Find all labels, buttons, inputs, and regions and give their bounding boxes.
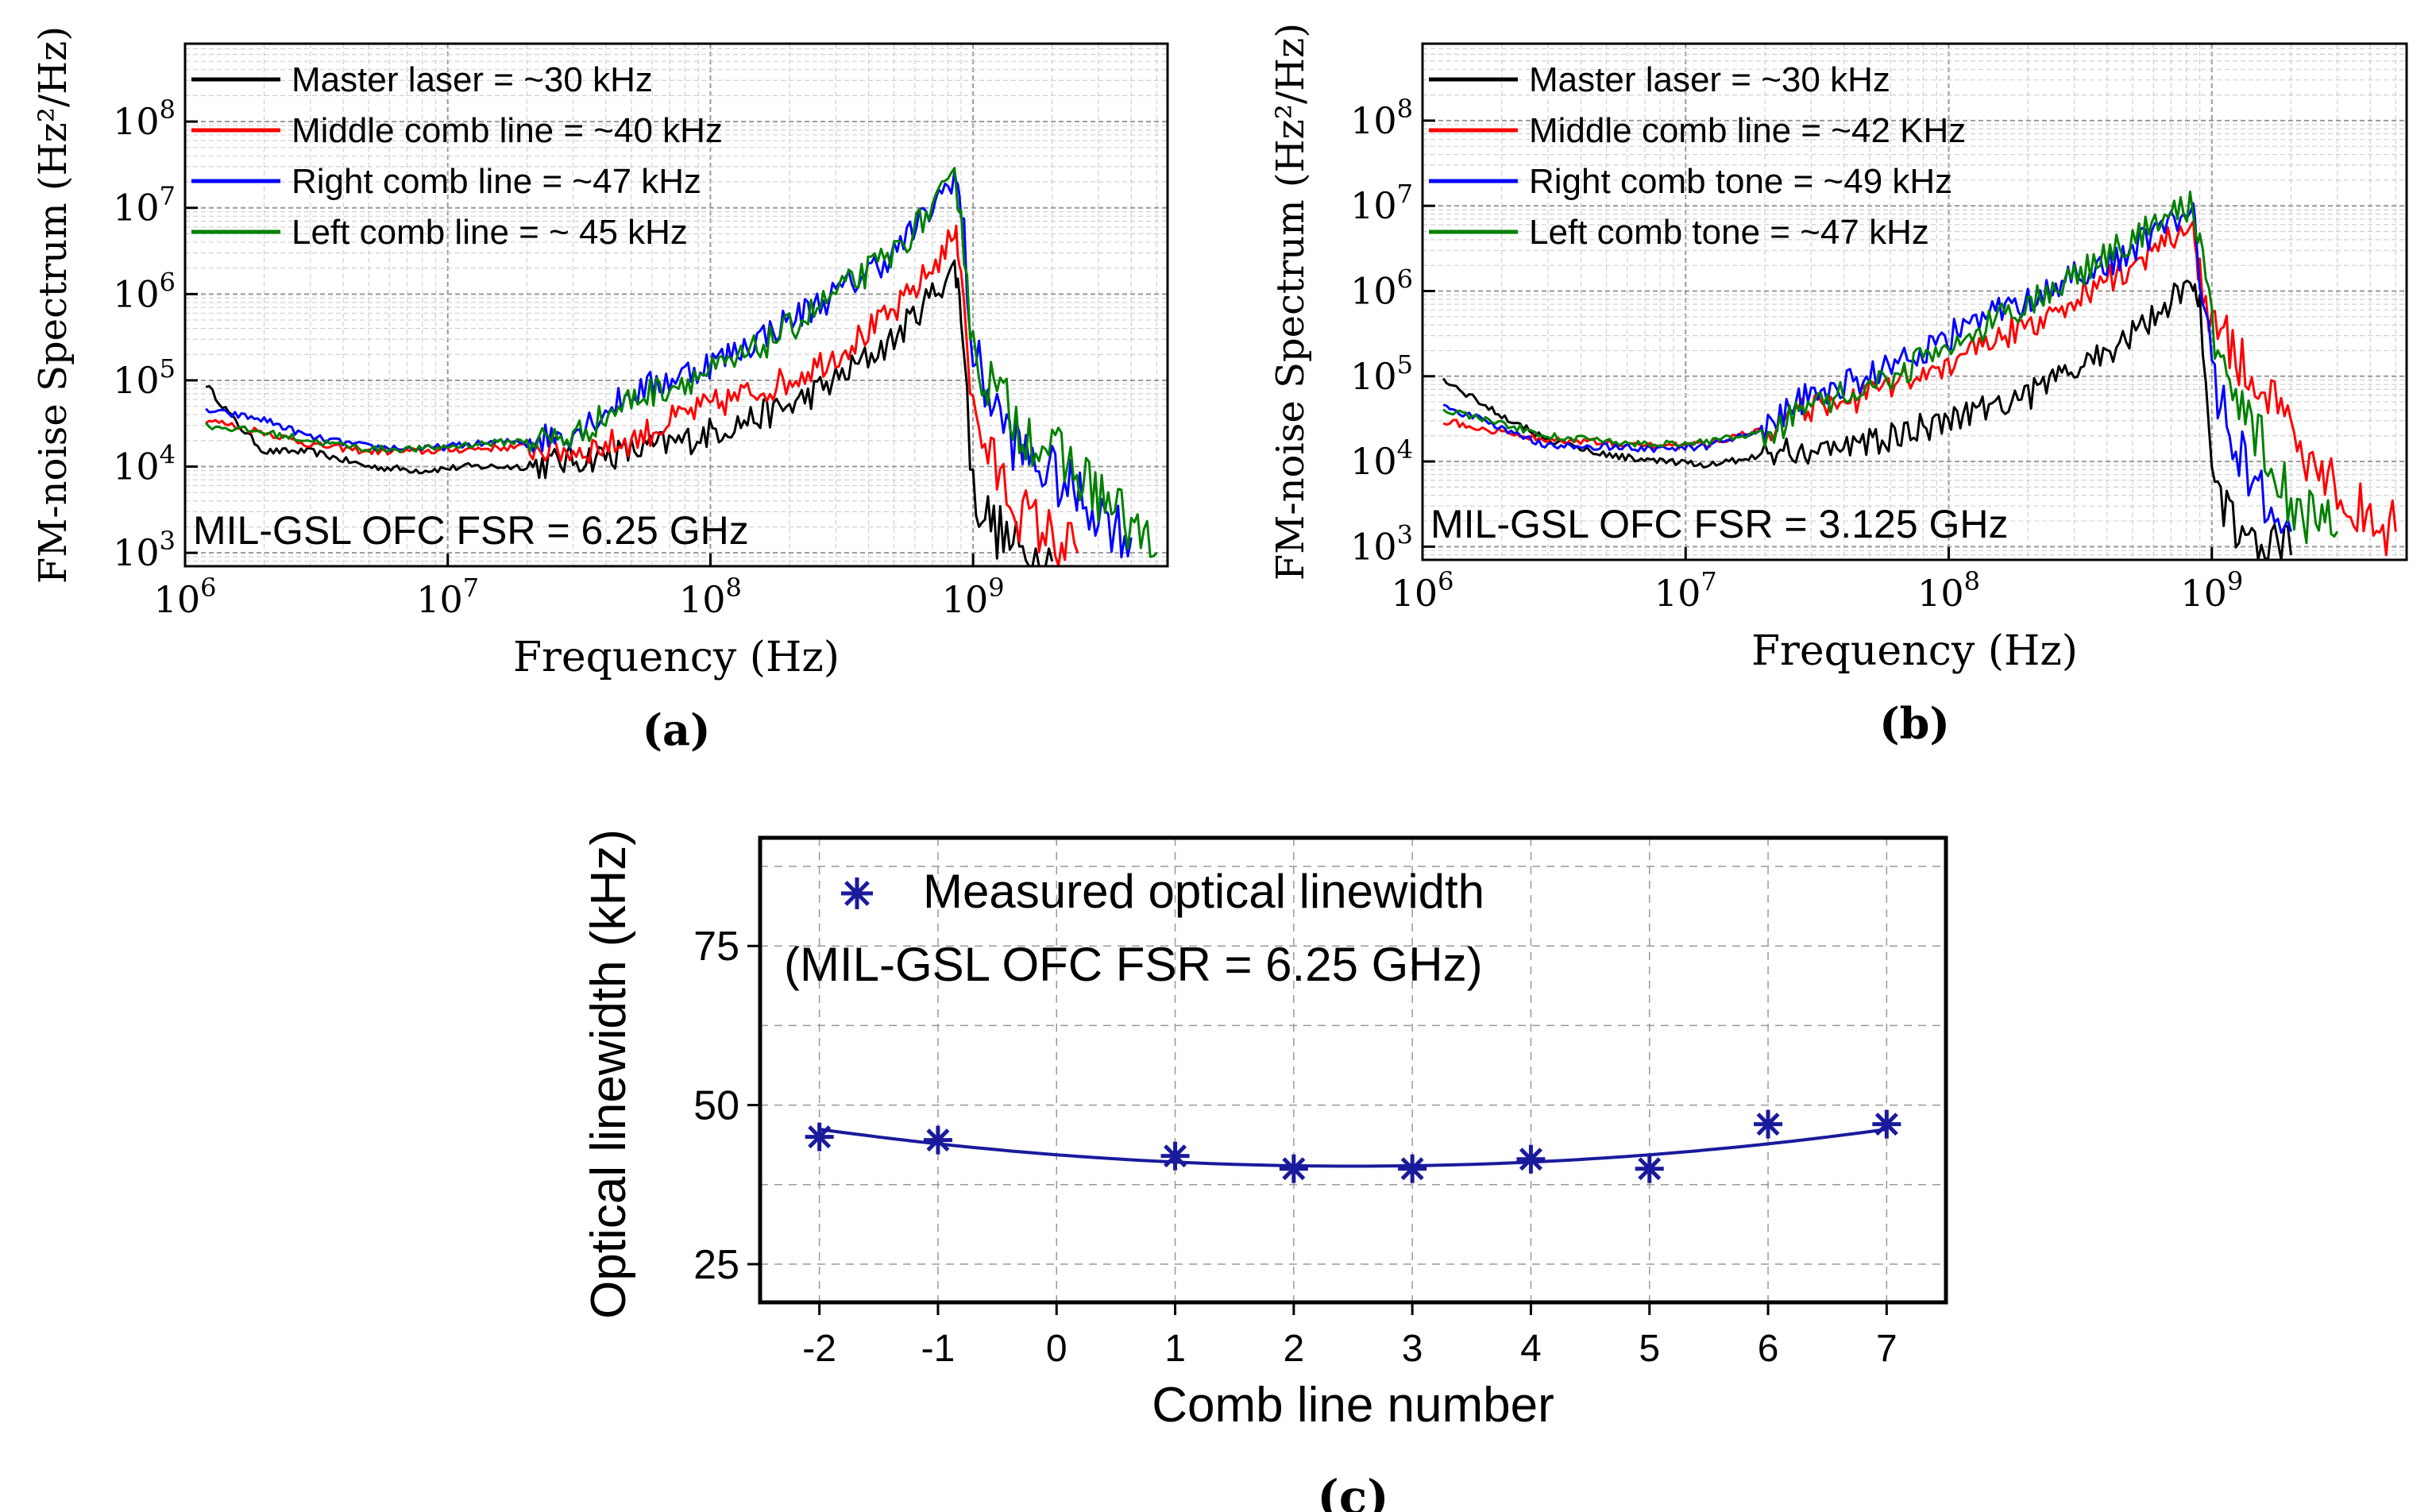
panel-c-legend-marker	[841, 878, 873, 909]
panel-c-data-point	[1635, 1154, 1664, 1183]
panel-c-y-tick-label: 50	[693, 1083, 739, 1129]
panel-a-panel-label: (a)	[642, 704, 710, 755]
panel-b-fm-noise-chart: 106 107 108 109 103 104 105 106 107 108 Frequency …	[1268, 23, 2408, 749]
panel-a-legend-label: Left comb line = ~ 45 kHz	[291, 213, 688, 252]
panel-c-fit-curve	[819, 1128, 1887, 1168]
panel-a-y-tick-label: 107	[113, 181, 176, 230]
panel-b-series-line	[1442, 280, 2292, 561]
panel-a-x-tick-label: 106	[154, 573, 217, 621]
panel-c-x-tick-label: 4	[1520, 1328, 1542, 1370]
panel-a-legend-label: Middle comb line = ~40 kHz	[291, 111, 723, 150]
panel-c-x-tick-label: 6	[1758, 1328, 1779, 1370]
panel-c-data-point	[1398, 1154, 1427, 1183]
panel-a-legend-label: Right comb line = ~47 kHz	[291, 162, 701, 201]
panel-b-y-tick-label: 105	[1350, 349, 1413, 398]
panel-b-y-tick-label: 108	[1350, 94, 1413, 142]
panel-b-x-tick-label: 106	[1392, 566, 1454, 615]
panel-c-data-point	[805, 1122, 834, 1151]
panel-a-annotation: MIL-GSL OFC FSR = 6.25 GHz	[193, 508, 749, 553]
panel-c-x-tick-label: 7	[1876, 1328, 1897, 1370]
panel-a-legend-label: Master laser = ~30 kHz	[291, 60, 653, 99]
panel-a-series-line	[205, 259, 1054, 568]
panel-c-y-tick-label: 75	[693, 924, 739, 970]
panel-c-plot-frame	[758, 835, 1948, 1305]
panel-c-legend-subtitle: (MIL-GSL OFC FSR = 6.25 GHz)	[784, 938, 1483, 991]
panel-a-y-tick-label: 103	[113, 526, 176, 574]
panel-a-y-tick-label: 104	[113, 440, 176, 488]
panel-a-y-tick-label: 106	[113, 267, 176, 315]
panel-c-x-tick-label: 3	[1402, 1328, 1423, 1370]
panel-b-series-line	[1442, 202, 2292, 534]
panel-a-y-axis-label: FM-noise Spectrum (Hz²/Hz)	[31, 26, 75, 584]
panel-b-x-tick-label: 107	[1654, 566, 1717, 615]
panel-c-data-point	[1160, 1141, 1190, 1171]
panel-c-data-point	[1754, 1109, 1783, 1139]
panel-c-y-axis-label: Optical linewidth (kHz)	[581, 829, 636, 1319]
panel-b-y-tick-label: 107	[1350, 179, 1413, 227]
panel-b-y-tick-label: 106	[1350, 264, 1413, 312]
panel-a-series-line	[205, 224, 1079, 568]
panel-b-panel-label: (b)	[1879, 698, 1950, 749]
panel-c-x-axis-label: Comb line number	[1152, 1378, 1554, 1433]
panel-c-x-tick-label: 2	[1283, 1328, 1304, 1370]
panel-c-x-tick-label: -2	[802, 1328, 836, 1370]
panel-c-y-tick-label: 25	[693, 1242, 739, 1288]
panel-a-x-axis-label: Frequency (Hz)	[513, 634, 840, 681]
panel-b-y-tick-label: 103	[1350, 519, 1413, 568]
panel-a-y-tick-label: 105	[113, 353, 176, 402]
panel-b-legend-label: Master laser = ~30 kHz	[1529, 60, 1890, 99]
panel-b-x-axis-label: Frequency (Hz)	[1751, 627, 2078, 675]
panel-c-data-point	[923, 1125, 952, 1155]
panel-c-data-point	[1279, 1154, 1308, 1183]
panel-c-panel-label: (c)	[1317, 1470, 1388, 1512]
panel-b-y-axis-label: FM-noise Spectrum (Hz²/Hz)	[1268, 23, 1313, 580]
panel-b-x-tick-label: 109	[2180, 566, 2243, 615]
panel-c-x-tick-label: 5	[1639, 1328, 1660, 1370]
panel-c-x-tick-label: -1	[921, 1328, 955, 1370]
panel-b-annotation: MIL-GSL OFC FSR = 3.125 GHz	[1430, 502, 2009, 546]
panel-c-data-point	[1516, 1144, 1546, 1174]
panel-a-x-tick-label: 109	[942, 573, 1005, 621]
panel-a-x-tick-label: 108	[679, 573, 742, 621]
panel-b-y-tick-label: 104	[1350, 434, 1413, 483]
panel-a-y-tick-label: 108	[113, 94, 176, 143]
panel-a-fm-noise-chart: 106 107 108 109 103 104 105 106 107 108 Frequency …	[31, 26, 1169, 755]
panel-c-x-tick-label: 1	[1164, 1328, 1186, 1370]
panel-b-plot-frame	[1421, 42, 2408, 561]
panel-a-series-line	[205, 167, 1158, 558]
panel-b-x-tick-label: 108	[1917, 566, 1980, 615]
panel-c-linewidth-chart: -2 -1 0 1 2 3 4 5 6 7 25 50 75 Comb line number Optica…	[581, 829, 1948, 1512]
panel-c-x-tick-label: 0	[1046, 1328, 1067, 1370]
panel-b-legend-label: Middle comb line = ~42 KHz	[1529, 111, 1966, 150]
panel-b-series-line	[1442, 191, 2339, 545]
panel-b-legend-label: Right comb tone = ~49 kHz	[1529, 162, 1952, 201]
panel-a-x-tick-label: 107	[416, 573, 479, 621]
panel-b-legend-label: Left comb tone = ~47 kHz	[1529, 213, 1929, 252]
panel-c-legend-label: Measured optical linewidth	[923, 865, 1484, 918]
panel-c-data-point	[1872, 1109, 1901, 1139]
panel-a-plot-frame	[183, 42, 1169, 568]
